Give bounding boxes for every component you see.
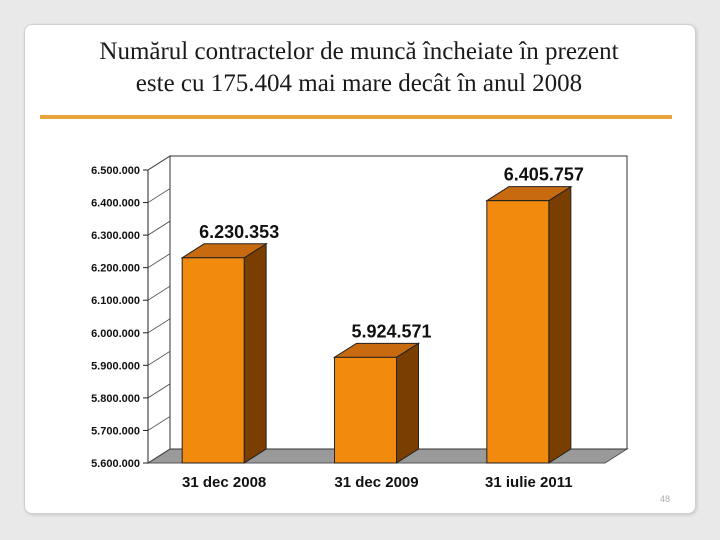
title-line-1: Numărul contractelor de muncă încheiate … bbox=[99, 38, 619, 65]
y-tick-label: 5.900.000 bbox=[91, 360, 140, 372]
y-tick-label: 6.100.000 bbox=[91, 295, 140, 307]
y-tick-depth bbox=[147, 416, 171, 431]
y-tick-depth bbox=[147, 220, 171, 236]
y-tick-label: 6.000.000 bbox=[91, 328, 140, 340]
bar bbox=[334, 356, 397, 464]
x-tick-label: 31 dec 2008 bbox=[182, 474, 266, 491]
data-label: 5.924.571 bbox=[351, 321, 431, 341]
y-tick-label: 6.200.000 bbox=[91, 263, 140, 275]
title-underline bbox=[40, 115, 672, 119]
y-tick-depth bbox=[147, 448, 171, 464]
y-tick-label: 6.500.000 bbox=[91, 165, 140, 177]
bar bbox=[181, 257, 245, 464]
bar-side bbox=[548, 185, 572, 464]
bar-side bbox=[243, 242, 267, 464]
y-tick-depth bbox=[147, 383, 171, 399]
y-tick-label: 5.800.000 bbox=[91, 393, 140, 405]
data-label: 6.405.757 bbox=[504, 165, 584, 185]
y-tick-label: 5.600.000 bbox=[91, 458, 140, 470]
slide-title: Numărul contractelor de muncă încheiate … bbox=[24, 36, 694, 100]
chart-side-wall bbox=[147, 155, 171, 464]
data-label: 6.230.353 bbox=[199, 222, 279, 242]
y-tick-depth bbox=[147, 318, 171, 334]
y-tick-depth bbox=[147, 188, 171, 203]
page-number: 48 bbox=[660, 494, 671, 504]
y-tick-depth bbox=[147, 350, 171, 366]
y-tick-label: 5.700.000 bbox=[91, 425, 140, 437]
x-tick-label: 31 dec 2009 bbox=[334, 474, 418, 491]
y-tick-label: 6.300.000 bbox=[91, 230, 140, 242]
x-tick-label: 31 iulie 2011 bbox=[485, 474, 573, 491]
bar-side bbox=[396, 342, 419, 464]
bar bbox=[486, 200, 550, 464]
title-line-2: este cu 175.404 mai mare decât în anul 2… bbox=[135, 70, 583, 97]
y-tick-depth bbox=[147, 155, 171, 171]
y-tick-depth bbox=[147, 285, 171, 301]
y-tick-depth bbox=[147, 253, 171, 269]
y-tick-label: 6.400.000 bbox=[91, 198, 140, 210]
